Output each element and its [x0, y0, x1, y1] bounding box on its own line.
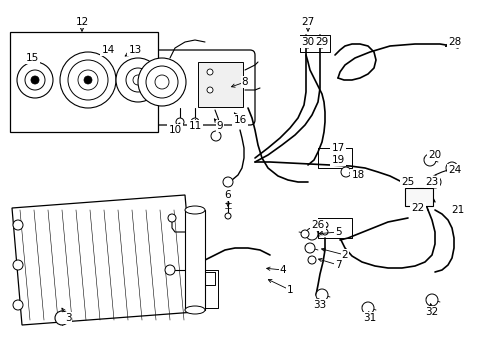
Circle shape — [445, 162, 457, 174]
Text: 21: 21 — [450, 205, 464, 215]
Text: 26: 26 — [311, 220, 324, 230]
Bar — [198, 62, 243, 107]
Circle shape — [31, 76, 39, 84]
Circle shape — [164, 265, 175, 275]
Text: 27: 27 — [301, 17, 314, 27]
Text: 8: 8 — [241, 77, 248, 87]
Text: 2: 2 — [341, 250, 347, 260]
Circle shape — [305, 243, 314, 253]
Text: 1: 1 — [286, 285, 293, 295]
Text: 23: 23 — [425, 177, 438, 187]
Text: 16: 16 — [233, 115, 246, 125]
Circle shape — [13, 220, 23, 230]
Circle shape — [340, 167, 350, 177]
Text: 28: 28 — [447, 37, 461, 47]
Circle shape — [321, 222, 327, 228]
Circle shape — [224, 213, 230, 219]
Circle shape — [55, 311, 69, 325]
Text: 18: 18 — [351, 170, 364, 180]
Circle shape — [210, 131, 221, 141]
Text: 7: 7 — [334, 260, 341, 270]
Circle shape — [146, 66, 178, 98]
Ellipse shape — [184, 306, 204, 314]
Text: 6: 6 — [224, 190, 231, 200]
Circle shape — [138, 58, 185, 106]
Text: 25: 25 — [401, 177, 414, 187]
Text: 22: 22 — [410, 203, 424, 213]
Circle shape — [425, 294, 437, 306]
Text: 11: 11 — [188, 121, 201, 131]
Circle shape — [155, 75, 169, 89]
Text: 5: 5 — [334, 227, 341, 237]
Circle shape — [116, 58, 160, 102]
Circle shape — [13, 260, 23, 270]
Circle shape — [168, 214, 176, 222]
Text: 4: 4 — [279, 265, 286, 275]
Circle shape — [17, 62, 53, 98]
Text: 29: 29 — [315, 37, 328, 47]
Circle shape — [315, 289, 327, 301]
Circle shape — [428, 176, 440, 188]
Circle shape — [176, 118, 183, 126]
Text: 32: 32 — [425, 307, 438, 317]
Text: 17: 17 — [331, 143, 344, 153]
Circle shape — [305, 228, 317, 240]
Text: 31: 31 — [363, 313, 376, 323]
Circle shape — [191, 118, 199, 126]
Circle shape — [13, 300, 23, 310]
Circle shape — [60, 52, 116, 108]
Circle shape — [223, 177, 232, 187]
Circle shape — [68, 60, 108, 100]
Text: 24: 24 — [447, 165, 461, 175]
Circle shape — [206, 69, 213, 75]
Ellipse shape — [184, 206, 204, 214]
Text: 30: 30 — [301, 37, 314, 47]
Text: 13: 13 — [128, 45, 142, 55]
FancyBboxPatch shape — [150, 50, 254, 125]
Bar — [10, 32, 158, 132]
Circle shape — [206, 87, 213, 93]
Bar — [404, 188, 432, 206]
Text: 3: 3 — [64, 313, 71, 323]
Circle shape — [423, 154, 435, 166]
Text: 15: 15 — [25, 53, 39, 63]
Circle shape — [133, 75, 142, 85]
Text: 33: 33 — [313, 300, 326, 310]
Circle shape — [126, 68, 150, 92]
Text: 19: 19 — [331, 155, 344, 165]
Circle shape — [301, 230, 308, 238]
Text: 12: 12 — [75, 17, 88, 27]
Circle shape — [84, 76, 92, 84]
Circle shape — [361, 302, 373, 314]
Text: 14: 14 — [101, 45, 114, 55]
Circle shape — [321, 229, 327, 235]
Circle shape — [25, 70, 45, 90]
Circle shape — [78, 70, 98, 90]
Text: 10: 10 — [168, 125, 181, 135]
Circle shape — [307, 256, 315, 264]
Text: 20: 20 — [427, 150, 441, 160]
Bar — [184, 210, 204, 310]
Text: 9: 9 — [216, 121, 223, 131]
Polygon shape — [12, 195, 195, 325]
